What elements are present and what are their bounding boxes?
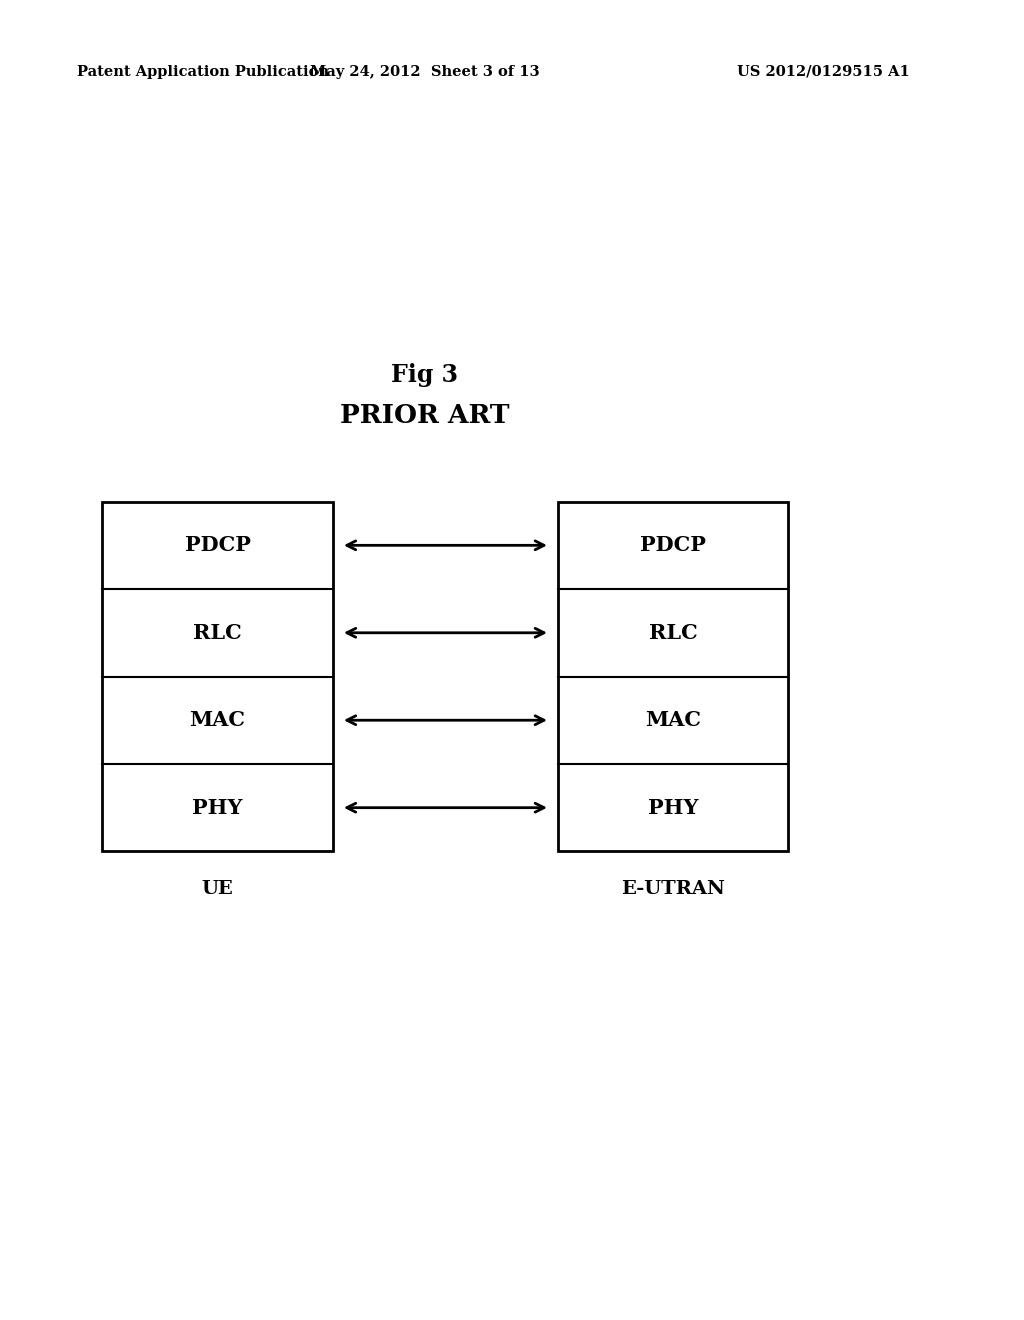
Text: Fig 3: Fig 3 <box>391 363 459 387</box>
Text: PHY: PHY <box>648 797 698 817</box>
Text: PHY: PHY <box>193 797 243 817</box>
Bar <box>102 502 333 851</box>
Bar <box>558 502 788 851</box>
Text: PDCP: PDCP <box>184 536 251 556</box>
Text: May 24, 2012  Sheet 3 of 13: May 24, 2012 Sheet 3 of 13 <box>310 65 540 79</box>
Text: PDCP: PDCP <box>640 536 707 556</box>
Text: PRIOR ART: PRIOR ART <box>340 403 510 428</box>
Text: US 2012/0129515 A1: US 2012/0129515 A1 <box>737 65 910 79</box>
Text: RLC: RLC <box>649 623 697 643</box>
Text: E-UTRAN: E-UTRAN <box>622 880 725 899</box>
Text: MAC: MAC <box>645 710 701 730</box>
Text: RLC: RLC <box>194 623 242 643</box>
Text: MAC: MAC <box>189 710 246 730</box>
Text: UE: UE <box>202 880 233 899</box>
Text: Patent Application Publication: Patent Application Publication <box>77 65 329 79</box>
